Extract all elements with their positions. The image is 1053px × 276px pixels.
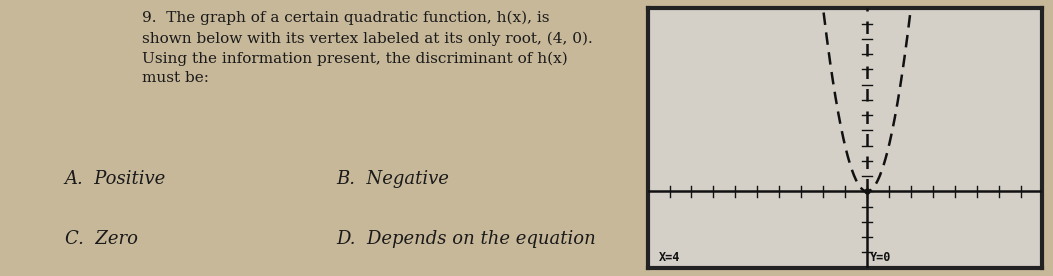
Text: X=4: X=4 xyxy=(658,251,680,264)
Text: C.  Zero: C. Zero xyxy=(65,230,138,248)
Text: 9.  The graph of a certain quadratic function, h(x), is
shown below with its ver: 9. The graph of a certain quadratic func… xyxy=(142,11,593,85)
Text: A.  Positive: A. Positive xyxy=(65,170,166,188)
Text: B.  Negative: B. Negative xyxy=(337,170,450,188)
Text: Y=0: Y=0 xyxy=(870,251,892,264)
Text: D.  Depends on the equation: D. Depends on the equation xyxy=(337,230,596,248)
